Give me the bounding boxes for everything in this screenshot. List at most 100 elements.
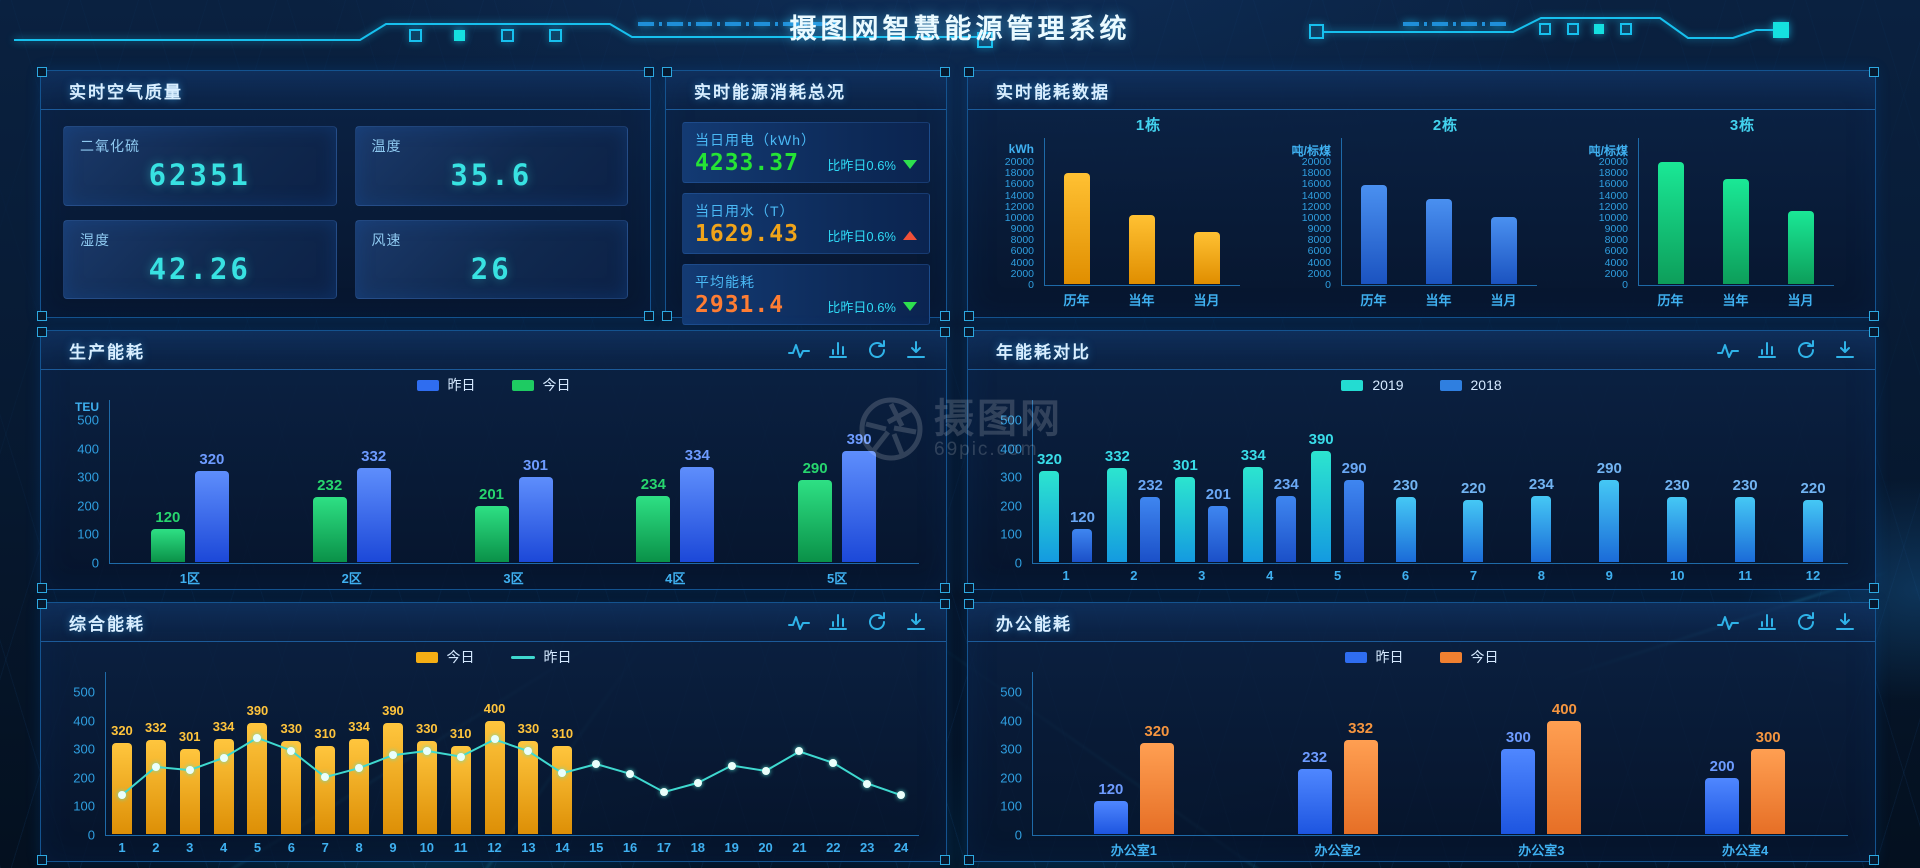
legend-swatch (1344, 651, 1367, 663)
legend-item[interactable]: 今日 (511, 375, 571, 395)
bar-chart-icon[interactable] (826, 612, 850, 632)
refresh-icon[interactable] (1794, 340, 1818, 360)
corner-decoration (940, 583, 950, 593)
download-icon[interactable] (1833, 340, 1857, 360)
bar-chart-icon[interactable] (1755, 340, 1779, 360)
refresh-icon[interactable] (865, 340, 889, 360)
chart-title: 2栋 (1432, 117, 1459, 134)
y-tick-label: 16000 (1301, 178, 1331, 191)
corner-decoration (1869, 855, 1879, 865)
overview-row-electricity: 当日用电（kWh） 4233.37 比昨日0.6% (682, 122, 930, 183)
stat-label: 湿度 (80, 231, 110, 248)
yearly-bar-chart: 0 100 200 300 400 500 1 320 120 2 332 232 3 301 201 4 33… (976, 400, 1857, 587)
bar (247, 723, 268, 834)
line-point (761, 766, 770, 775)
composite-bar-line-chart: 0 100 200 300 400 500 1 320 2 332 3 301 4 334 5 390 6 330… (49, 672, 928, 859)
y-tick-label: 500 (1000, 412, 1022, 428)
bar (145, 740, 166, 834)
y-tick-label: 300 (77, 469, 99, 485)
bar (111, 743, 132, 834)
line-point (693, 778, 702, 787)
bar-value-label: 200 (1709, 757, 1735, 775)
line-point (219, 753, 228, 762)
y-tick-label: 300 (1000, 469, 1022, 485)
bar-value-label: 234 (1273, 476, 1299, 494)
chart-plot-area (109, 400, 919, 564)
x-tick-label: 2 (1130, 568, 1138, 583)
bar (1395, 497, 1416, 562)
legend-item[interactable]: 昨日 (416, 375, 476, 395)
legend-item[interactable]: 2018 (1439, 377, 1502, 393)
line-chart-icon[interactable] (1716, 612, 1740, 632)
line-point (558, 769, 567, 778)
stat-value: 26 (470, 251, 512, 286)
refresh-icon[interactable] (1794, 612, 1818, 632)
x-tick-label: 3区 (503, 571, 524, 586)
x-tick-label: 2 (152, 840, 160, 855)
legend-item[interactable]: 今日 (1439, 647, 1499, 667)
bar-value-label: 300 (1505, 729, 1531, 747)
y-tick-label: 20000 (1598, 156, 1628, 168)
air-quality-cards: 二氧化硫 62351 温度 35.6 湿度 42.26 风速 26 (41, 110, 650, 317)
line-point (117, 790, 126, 799)
y-tick-label: 9000 (1010, 223, 1034, 236)
download-icon[interactable] (904, 340, 928, 360)
y-tick-label: 6000 (1010, 245, 1034, 258)
chart-legend: 今日 昨日 (41, 642, 946, 672)
panel-header: 年能耗对比 (968, 331, 1875, 370)
stat-card-temperature: 温度 35.6 (354, 126, 628, 206)
chart-plot-area (1032, 672, 1848, 836)
building3-chart-block: 3栋 吨/标煤 0 2000 4000 6000 8000 9000 10000 12000 14… (1578, 114, 1859, 309)
legend-item[interactable]: 2019 (1341, 377, 1404, 393)
header-circuit-decoration-right (1309, 17, 1789, 39)
x-tick-label: 6 (287, 840, 295, 855)
bar (518, 740, 539, 834)
line-point (795, 747, 804, 756)
download-icon[interactable] (904, 612, 928, 632)
chart-plot-area (1638, 138, 1834, 286)
x-tick-label: 当年 (1722, 293, 1749, 308)
bar-value-label: 320 (1036, 451, 1062, 469)
building1-chart-block: 1栋 kWh 0 2000 4000 6000 8000 9000 10000 12000 140… (984, 114, 1265, 309)
line-chart-icon[interactable] (787, 340, 811, 360)
overview-value: 4233.37 (695, 150, 799, 176)
bar (1276, 496, 1297, 562)
line-chart-icon[interactable] (1716, 340, 1740, 360)
legend-item[interactable]: 昨日 (510, 647, 572, 667)
overview-compare: 比昨日0.6% (827, 297, 917, 316)
x-tick-label: 10 (1669, 568, 1685, 583)
y-tick-label: 18000 (1301, 167, 1331, 180)
y-tick-label: 8000 (1307, 234, 1331, 247)
bar (1343, 740, 1378, 834)
y-tick-label: 10000 (1598, 211, 1628, 224)
y-tick-label: 0 (1014, 555, 1022, 571)
bar-value-label: 400 (1551, 700, 1577, 718)
corner-decoration (662, 311, 672, 321)
corner-decoration (644, 67, 654, 77)
bar-value-label: 230 (1393, 477, 1419, 495)
y-tick-label: 8000 (1010, 234, 1034, 247)
office-bar-chart: 0 100 200 300 400 500 办公室1 120 320 办公室2 232 332 办公室3… (976, 672, 1857, 859)
y-axis-name: kWh (1008, 142, 1034, 156)
corner-decoration (37, 327, 47, 337)
building2-chart-block: 2栋 吨/标煤 0 2000 4000 6000 8000 9000 10000 12000 14… (1281, 114, 1562, 309)
y-tick-label: 300 (73, 741, 95, 757)
bar-chart-icon[interactable] (826, 340, 850, 360)
bar-value-label: 232 (1302, 748, 1328, 766)
line-chart-icon[interactable] (787, 612, 811, 632)
legend-item[interactable]: 昨日 (1344, 647, 1404, 667)
panel-production-energy: 生产能耗 昨日 今日 TEU 0 100 200 300 400 500 1区 120 320 2区 2… (37, 327, 950, 593)
refresh-icon[interactable] (865, 612, 889, 632)
y-tick-label: 400 (1000, 441, 1022, 457)
bar (1787, 210, 1814, 284)
bar (1128, 214, 1155, 284)
x-tick-label: 23 (859, 840, 875, 855)
overview-label: 当日用电（kWh） (695, 132, 816, 148)
legend-item[interactable]: 今日 (415, 647, 475, 667)
bar-chart-icon[interactable] (1755, 612, 1779, 632)
x-tick-label: 当月 (1193, 293, 1220, 308)
download-icon[interactable] (1833, 612, 1857, 632)
x-tick-label: 7 (321, 840, 329, 855)
bar-value-label: 301 (178, 728, 201, 744)
